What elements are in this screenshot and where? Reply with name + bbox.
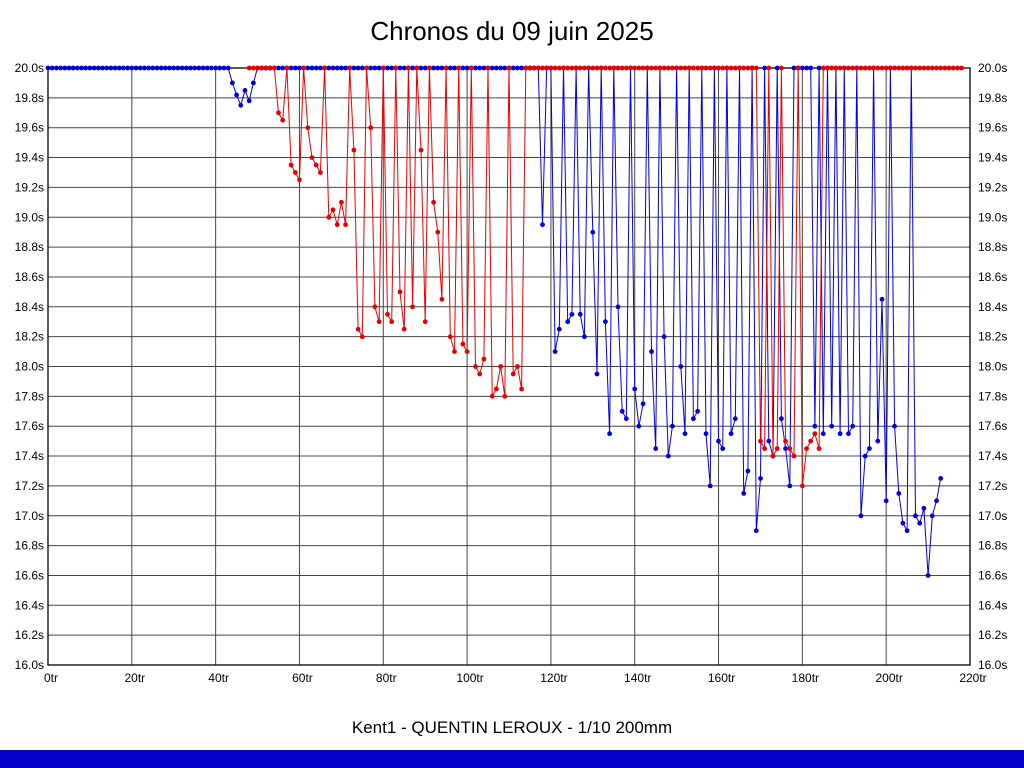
svg-text:19.4s: 19.4s [978, 151, 1007, 165]
svg-text:120tr: 120tr [540, 671, 567, 685]
svg-text:18.2s: 18.2s [978, 330, 1007, 344]
svg-text:16.6s: 16.6s [978, 568, 1007, 582]
svg-text:16.8s: 16.8s [15, 539, 44, 553]
svg-text:19.0s: 19.0s [15, 210, 44, 224]
svg-text:40tr: 40tr [208, 671, 229, 685]
svg-text:19.2s: 19.2s [978, 180, 1007, 194]
svg-text:19.8s: 19.8s [978, 91, 1007, 105]
svg-text:19.2s: 19.2s [15, 180, 44, 194]
svg-text:140tr: 140tr [624, 671, 651, 685]
svg-text:19.0s: 19.0s [978, 210, 1007, 224]
chart-caption: Kent1 - QUENTIN LEROUX - 1/10 200mm [351, 718, 673, 737]
svg-text:17.2s: 17.2s [978, 479, 1007, 493]
svg-text:16.2s: 16.2s [15, 628, 44, 642]
svg-text:18.6s: 18.6s [978, 270, 1007, 284]
svg-text:17.8s: 17.8s [978, 389, 1007, 403]
svg-text:17.4s: 17.4s [15, 449, 44, 463]
bottom-bar [0, 750, 1024, 768]
svg-text:17.0s: 17.0s [15, 509, 44, 523]
svg-text:16.0s: 16.0s [15, 658, 44, 672]
svg-text:17.6s: 17.6s [978, 419, 1007, 433]
chart-title: Chronos du 09 juin 2025 [370, 16, 654, 46]
svg-text:16.2s: 16.2s [978, 628, 1007, 642]
svg-text:18.0s: 18.0s [978, 360, 1007, 374]
svg-text:20tr: 20tr [124, 671, 145, 685]
svg-text:18.6s: 18.6s [15, 270, 44, 284]
svg-text:220tr: 220tr [959, 671, 986, 685]
svg-text:180tr: 180tr [792, 671, 819, 685]
svg-text:17.4s: 17.4s [978, 449, 1007, 463]
svg-text:19.4s: 19.4s [15, 151, 44, 165]
svg-text:16.8s: 16.8s [978, 539, 1007, 553]
svg-text:16.6s: 16.6s [15, 568, 44, 582]
svg-text:16.4s: 16.4s [15, 598, 44, 612]
svg-text:18.2s: 18.2s [15, 330, 44, 344]
svg-text:19.6s: 19.6s [15, 121, 44, 135]
svg-text:18.0s: 18.0s [15, 360, 44, 374]
svg-text:17.0s: 17.0s [978, 509, 1007, 523]
svg-text:0tr: 0tr [44, 671, 58, 685]
svg-text:16.0s: 16.0s [978, 658, 1007, 672]
svg-text:100tr: 100tr [456, 671, 483, 685]
svg-text:20.0s: 20.0s [15, 61, 44, 75]
svg-text:20.0s: 20.0s [978, 61, 1007, 75]
svg-text:19.8s: 19.8s [15, 91, 44, 105]
svg-text:17.8s: 17.8s [15, 389, 44, 403]
svg-text:160tr: 160tr [708, 671, 735, 685]
svg-text:19.6s: 19.6s [978, 121, 1007, 135]
svg-text:18.4s: 18.4s [15, 300, 44, 314]
svg-text:17.6s: 17.6s [15, 419, 44, 433]
svg-text:17.2s: 17.2s [15, 479, 44, 493]
svg-text:18.8s: 18.8s [15, 240, 44, 254]
svg-text:60tr: 60tr [292, 671, 313, 685]
svg-text:18.8s: 18.8s [978, 240, 1007, 254]
svg-text:200tr: 200tr [876, 671, 903, 685]
svg-text:80tr: 80tr [376, 671, 397, 685]
svg-text:18.4s: 18.4s [978, 300, 1007, 314]
svg-text:16.4s: 16.4s [978, 598, 1007, 612]
